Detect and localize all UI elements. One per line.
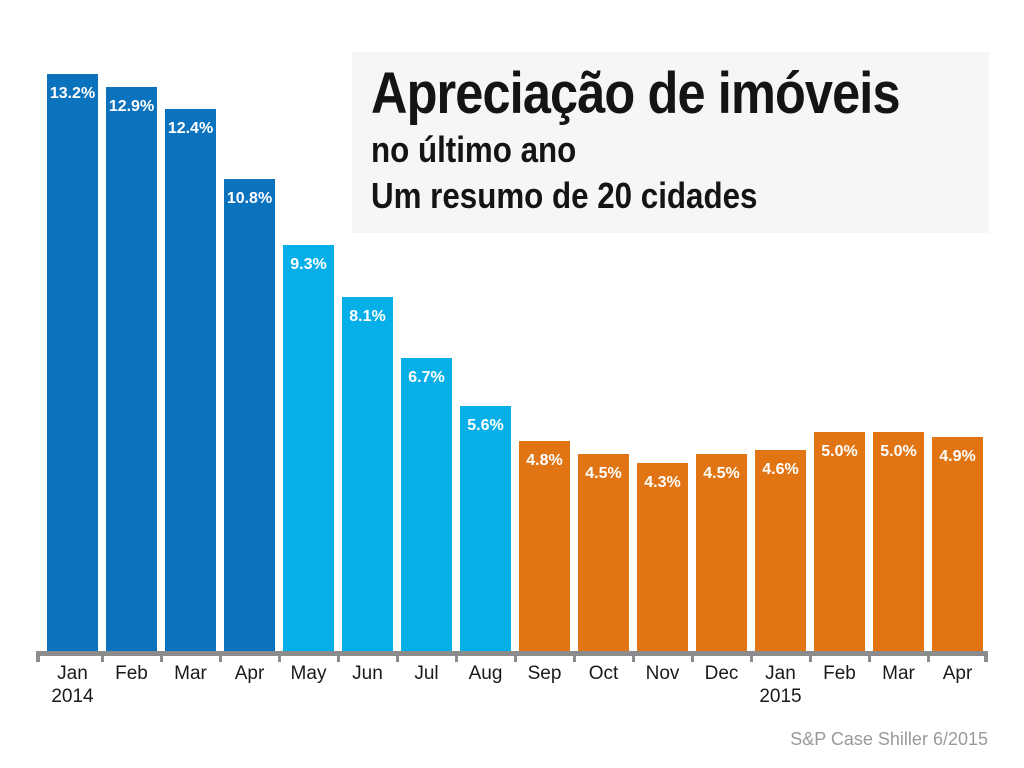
x-axis-tick xyxy=(455,656,458,662)
x-axis-tick xyxy=(514,656,517,662)
bar-value-label: 13.2% xyxy=(49,85,96,102)
bar-value-label: 4.5% xyxy=(703,465,740,482)
x-label-sep-9: Sep xyxy=(527,663,562,684)
bar-sep-9: 4.8% xyxy=(519,441,570,651)
bar-feb-2: 12.9% xyxy=(106,87,157,651)
bar-value-label: 4.3% xyxy=(644,474,681,491)
bar-nov-11: 4.3% xyxy=(637,463,688,651)
x-axis-end-tick xyxy=(984,651,988,662)
x-label-jun-6: Jun xyxy=(352,663,383,684)
x-axis-tick xyxy=(160,656,163,662)
bar-value-label: 4.9% xyxy=(939,448,976,465)
x-label-apr-4: Apr xyxy=(234,663,265,684)
x-label-year: 2014 xyxy=(51,685,94,707)
x-axis-tick xyxy=(809,656,812,662)
bar-value-label: 12.9% xyxy=(108,98,155,115)
chart-title: Apreciação de imóveis xyxy=(371,61,901,126)
x-label-nov-11: Nov xyxy=(645,663,680,684)
bar-oct-10: 4.5% xyxy=(578,454,629,651)
bar-value-label: 8.1% xyxy=(349,308,386,325)
x-label-jul-7: Jul xyxy=(414,663,439,684)
x-label-mar-3: Mar xyxy=(174,663,207,684)
bar-value-label: 4.5% xyxy=(585,465,622,482)
x-label-dec-12: Dec xyxy=(704,663,739,684)
bar-value-label: 9.3% xyxy=(290,256,327,273)
x-label-oct-10: Oct xyxy=(588,663,619,684)
source-caption: S&P Case Shiller 6/2015 xyxy=(790,729,988,749)
title-block: Apreciação de imóveis no último ano Um r… xyxy=(352,52,989,233)
x-axis-end-tick xyxy=(36,651,40,662)
x-label-apr-16: Apr xyxy=(942,663,973,684)
x-axis xyxy=(36,651,988,662)
bar-jun-6: 8.1% xyxy=(342,297,393,651)
chart-subtitle-scope: Um resumo de 20 cidades xyxy=(371,175,758,217)
x-label-jan-2015: Jan 2015 xyxy=(755,663,806,709)
bar-value-label: 10.8% xyxy=(226,190,273,207)
x-axis-tick xyxy=(750,656,753,662)
bar-value-label: 4.6% xyxy=(762,461,799,478)
x-axis-tick xyxy=(632,656,635,662)
bar-value-label: 6.7% xyxy=(408,369,445,386)
x-axis-tick xyxy=(219,656,222,662)
x-axis-line xyxy=(36,651,988,656)
x-axis-tick xyxy=(573,656,576,662)
bar-series: 13.2% 12.9% 12.4% 10.8% 9.3% 8.1% 6.7% 5.6% 4.8%… xyxy=(47,0,983,651)
bar-value-label: 12.4% xyxy=(167,120,214,137)
bar-value-label: 4.8% xyxy=(526,452,563,469)
bar-jan-2014: 13.2% xyxy=(47,74,98,651)
x-label-feb-2: Feb xyxy=(115,663,148,684)
x-label-mar-15: Mar xyxy=(882,663,915,684)
x-axis-tick xyxy=(868,656,871,662)
bar-apr-16: 4.9% xyxy=(932,437,983,651)
bar-value-label: 5.0% xyxy=(821,443,858,460)
bar-feb-14: 5.0% xyxy=(814,432,865,651)
bar-dec-12: 4.5% xyxy=(696,454,747,651)
bar-may-5: 9.3% xyxy=(283,245,334,651)
x-axis-tick xyxy=(101,656,104,662)
bar-value-label: 5.6% xyxy=(467,417,504,434)
x-axis-tick xyxy=(396,656,399,662)
x-axis-tick xyxy=(691,656,694,662)
bar-mar-15: 5.0% xyxy=(873,432,924,651)
x-axis-tick xyxy=(927,656,930,662)
bar-apr-4: 10.8% xyxy=(224,179,275,651)
bar-value-label: 5.0% xyxy=(880,443,917,460)
x-label-year: 2015 xyxy=(759,685,802,707)
x-axis-labels: Jan 2014 Feb Mar Apr May Jun Jul Aug Sep Oct Nov Dec… xyxy=(47,663,983,709)
bar-jan-2015: 4.6% xyxy=(755,450,806,651)
x-label-jan-2014: Jan 2014 xyxy=(47,663,98,709)
bar-mar-3: 12.4% xyxy=(165,109,216,651)
x-label-aug-8: Aug xyxy=(468,663,503,684)
chart-subtitle-period: no último ano xyxy=(371,129,577,171)
bar-aug-8: 5.6% xyxy=(460,406,511,651)
x-axis-tick xyxy=(278,656,281,662)
x-label-may-5: May xyxy=(290,663,327,684)
x-axis-tick xyxy=(337,656,340,662)
x-label-feb-14: Feb xyxy=(823,663,856,684)
bar-jul-7: 6.7% xyxy=(401,358,452,651)
